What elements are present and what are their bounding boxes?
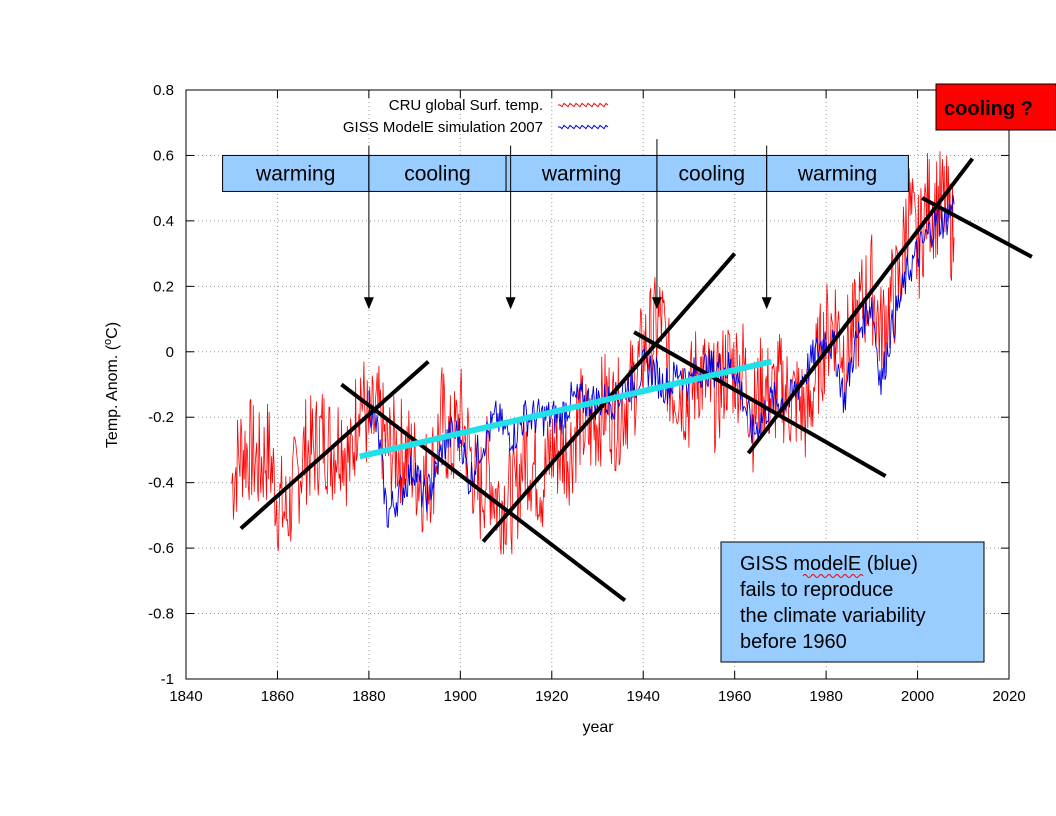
note-line-1-b: modelE <box>793 553 861 575</box>
x-tick-label: 1960 <box>718 688 751 705</box>
legend-label-giss: GISS ModelE simulation 2007 <box>343 119 543 136</box>
y-tick-label: 0.2 <box>153 278 174 295</box>
y-tick-label: -0.6 <box>148 540 174 557</box>
phase-label-warming: warming <box>255 162 335 185</box>
phase-label-warming: warming <box>541 162 621 185</box>
y-tick-label: -0.4 <box>148 475 174 492</box>
y-tick-label: -1 <box>161 671 174 688</box>
note-box <box>720 541 985 663</box>
note-line-1-a: GISS <box>740 553 793 575</box>
plot-frame <box>185 89 1010 680</box>
spellcheck-underline <box>802 574 864 578</box>
cooling-trend-2001-2025 <box>921 196 1033 259</box>
y-tick-label: -0.8 <box>148 606 174 623</box>
cooling-trend-1938-1993 <box>633 330 887 478</box>
phase-label-warming: warming <box>797 162 877 185</box>
note-line-4: before 1960 <box>740 631 847 653</box>
x-tick-label: 1900 <box>444 688 477 705</box>
y-tick-label: -0.2 <box>148 409 174 426</box>
phase-segment <box>766 154 909 192</box>
x-axis-title: year <box>582 719 614 736</box>
cooling-question-label: cooling ? <box>944 98 1033 120</box>
phase-segment <box>368 154 507 192</box>
phase-label-cooling: cooling <box>679 162 746 185</box>
phase-segment <box>505 154 658 192</box>
x-tick-label: 2020 <box>992 688 1025 705</box>
y-tick-label: 0.6 <box>153 147 174 164</box>
trend-layer <box>239 157 1033 603</box>
x-tick-label: 1940 <box>627 688 660 705</box>
note-line-2: fails to reproduce <box>740 579 893 601</box>
giss-trend-1878-1968 <box>359 358 772 460</box>
phase-arrow-head <box>505 297 516 310</box>
phase-arrow-head <box>761 297 772 310</box>
note-line-1-c: (blue) <box>861 553 918 575</box>
note-line-3: the climate variability <box>740 605 926 627</box>
warming-trend-1963-2012 <box>746 157 975 455</box>
x-tick-label: 2000 <box>901 688 934 705</box>
series-giss-line <box>368 195 955 529</box>
x-tick-label: 1880 <box>352 688 385 705</box>
y-tick-label: 0.8 <box>153 82 174 99</box>
series-layer <box>231 151 955 555</box>
cooling-question-box <box>935 83 1056 131</box>
legend: CRU global Surf. temp. GISS ModelE simula… <box>343 97 609 136</box>
legend-swatch-cru <box>558 102 609 108</box>
x-tick-label: 1980 <box>809 688 842 705</box>
phase-arrow-head <box>651 297 662 310</box>
x-tick-label: 1860 <box>261 688 294 705</box>
frame-layer: 1840 1860 1880 1900 1920 1940 1960 1980 2000 2020… <box>148 82 1026 705</box>
y-axis-title-suffix: C) <box>104 322 121 339</box>
y-axis-title-prefix: Temp. Anom. ( <box>104 344 121 448</box>
legend-label-cru: CRU global Surf. temp. <box>389 97 543 114</box>
y-axis-title-superscript: o <box>102 339 114 345</box>
phase-label-cooling: cooling <box>404 162 471 185</box>
series-cru-line <box>231 151 955 555</box>
y-tick-label: 0.4 <box>153 213 174 230</box>
x-tick-label: 1840 <box>169 688 202 705</box>
warming-trend-1850-1893 <box>239 360 430 530</box>
cooling-trend-1874-1936 <box>340 382 627 603</box>
x-tick-label: 1920 <box>535 688 568 705</box>
y-axis-title: Temp. Anom. (oC) <box>102 322 121 448</box>
phase-segment <box>222 154 370 192</box>
phase-arrow-head <box>363 297 374 310</box>
phase-layer: warming cooling warming cooling warming <box>222 139 909 310</box>
legend-swatch-giss <box>558 124 609 130</box>
note-line-1: GISS modelE (blue) <box>740 553 918 575</box>
y-tick-label: 0 <box>166 344 174 361</box>
